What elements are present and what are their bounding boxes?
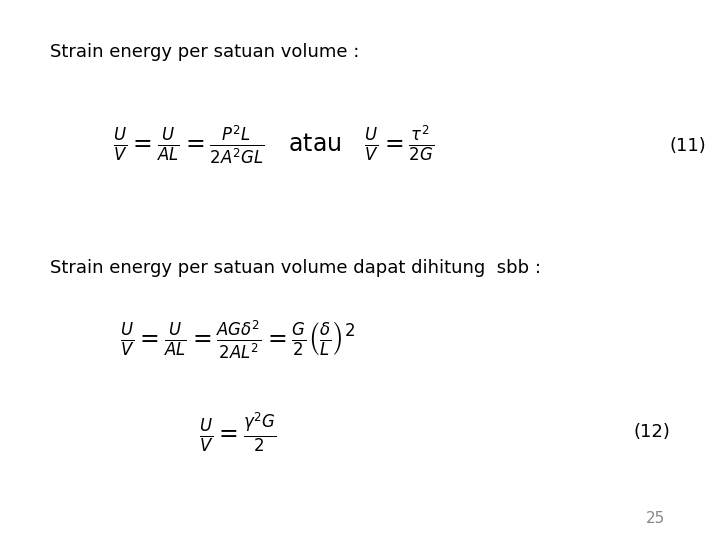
Text: $\frac{U}{V} = \frac{\gamma^2 G}{2}$: $\frac{U}{V} = \frac{\gamma^2 G}{2}$ <box>199 410 276 454</box>
Text: Strain energy per satuan volume dapat dihitung  sbb :: Strain energy per satuan volume dapat di… <box>50 259 541 277</box>
Text: 25: 25 <box>646 511 665 526</box>
Text: $\frac{U}{V} = \frac{U}{AL} = \frac{AG\delta^2}{2AL^2} = \frac{G}{2}\left(\frac{: $\frac{U}{V} = \frac{U}{AL} = \frac{AG\d… <box>120 319 355 362</box>
Text: Strain energy per satuan volume :: Strain energy per satuan volume : <box>50 43 360 61</box>
Text: $\frac{U}{V} = \frac{U}{AL} = \frac{P^2L}{2A^2GL} \quad \mathrm{atau} \quad \fra: $\frac{U}{V} = \frac{U}{AL} = \frac{P^2L… <box>113 124 434 167</box>
Text: (11): (11) <box>670 137 706 155</box>
Text: (12): (12) <box>634 423 670 441</box>
